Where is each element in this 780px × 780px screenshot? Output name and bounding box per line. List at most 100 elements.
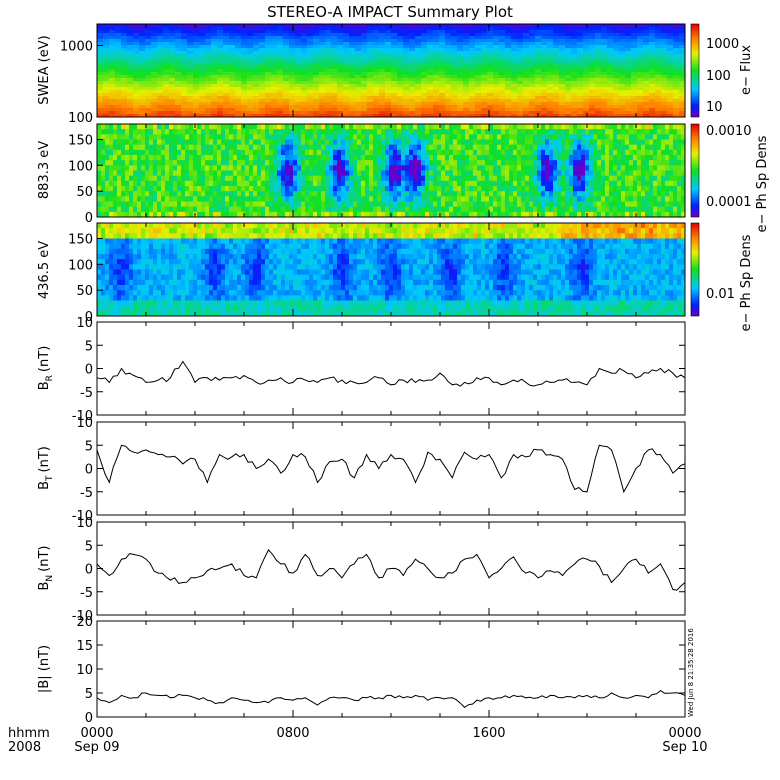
pad883-heatmap-cell: [421, 201, 426, 208]
swea-heatmap-cell: [487, 30, 494, 34]
pad883-heatmap-cell: [117, 144, 122, 151]
swea-heatmap-cell: [679, 27, 686, 31]
swea-heatmap-cell: [163, 93, 170, 97]
pad883-heatmap-cell: [101, 196, 106, 202]
swea-heatmap-cell: [547, 96, 554, 100]
pad883-heatmap-cell: [105, 206, 110, 213]
pad883-heatmap-cell: [221, 124, 226, 130]
swea-heatmap-cell: [331, 48, 338, 52]
swea-heatmap-cell: [625, 48, 632, 52]
pad883-heatmap-cell: [161, 175, 166, 182]
pad883-heatmap-cell: [461, 134, 466, 140]
pad883-heatmap-cell: [113, 144, 118, 151]
swea-heatmap-cell: [271, 111, 278, 115]
swea-heatmap-cell: [493, 66, 500, 70]
swea-heatmap-cell: [157, 108, 164, 112]
swea-heatmap-cell: [433, 27, 440, 31]
pad883-heatmap-cell: [301, 175, 306, 182]
swea-heatmap-cell: [367, 30, 374, 34]
pad883-heatmap-cell: [405, 196, 410, 202]
swea-heatmap-cell: [367, 66, 374, 70]
swea-heatmap-cell: [445, 24, 452, 28]
swea-heatmap-cell: [679, 114, 686, 118]
swea-heatmap-cell: [595, 81, 602, 85]
swea-heatmap-cell: [145, 54, 152, 58]
swea-heatmap-cell: [325, 36, 332, 40]
pad883-heatmap-cell: [437, 149, 442, 156]
pad883-heatmap-cell: [361, 124, 366, 130]
swea-heatmap-cell: [433, 54, 440, 58]
pad883-heatmap-cell: [457, 211, 462, 218]
pad883-heatmap-cell: [265, 144, 270, 151]
swea-heatmap-cell: [211, 24, 218, 28]
swea-heatmap-cell: [325, 81, 332, 85]
swea-heatmap-cell: [277, 69, 284, 73]
swea-heatmap-cell: [397, 66, 404, 70]
swea-heatmap-cell: [145, 69, 152, 73]
swea-heatmap-cell: [607, 24, 614, 28]
pad883-heatmap-cell: [321, 196, 326, 202]
swea-heatmap-cell: [307, 57, 314, 61]
swea-heatmap-cell: [115, 84, 122, 88]
pad883-heatmap-cell: [161, 170, 166, 177]
swea-heatmap-cell: [247, 102, 254, 106]
swea-heatmap-cell: [181, 48, 188, 52]
swea-heatmap-cell: [313, 51, 320, 55]
swea-heatmap-cell: [499, 27, 506, 31]
pad883-heatmap-cell: [205, 165, 210, 171]
swea-heatmap-cell: [373, 114, 380, 118]
swea-heatmap-cell: [595, 42, 602, 46]
swea-heatmap-cell: [637, 54, 644, 58]
swea-heatmap-cell: [439, 99, 446, 103]
swea-heatmap-cell: [475, 102, 482, 106]
pad883-heatmap-cell: [109, 149, 114, 156]
swea-heatmap-cell: [355, 42, 362, 46]
pad883-heatmap-cell: [349, 124, 354, 130]
pad883-heatmap-cell: [281, 170, 286, 177]
swea-heatmap-cell: [127, 36, 134, 40]
pad883-heatmap-cell: [197, 129, 202, 135]
pad883-heatmap-cell: [393, 165, 398, 171]
swea-heatmap-cell: [397, 39, 404, 43]
pad883-heatmap: [97, 124, 686, 218]
swea-heatmap-cell: [307, 78, 314, 82]
swea-heatmap-cell: [481, 105, 488, 109]
swea-heatmap-cell: [241, 54, 248, 58]
pad883-heatmap-cell: [497, 149, 502, 156]
swea-heatmap-cell: [511, 111, 518, 115]
pad883-heatmap-cell: [453, 129, 458, 135]
pad883-heatmap-cell: [377, 201, 382, 208]
swea-heatmap-cell: [97, 39, 104, 43]
swea-heatmap-cell: [445, 84, 452, 88]
pad883-heatmap-cell: [421, 196, 426, 202]
pad883-heatmap-cell: [381, 201, 386, 208]
swea-heatmap-cell: [499, 108, 506, 112]
swea-heatmap-cell: [469, 99, 476, 103]
swea-heatmap-cell: [247, 33, 254, 37]
swea-heatmap-cell: [229, 33, 236, 37]
pad883-heatmap-cell: [137, 180, 142, 187]
pad883-heatmap-cell: [417, 196, 422, 202]
pad883-heatmap-cell: [489, 175, 494, 182]
pad883-heatmap-cell: [233, 149, 238, 156]
pad883-heatmap-cell: [289, 170, 294, 177]
swea-heatmap-cell: [493, 87, 500, 91]
swea-heatmap-cell: [175, 81, 182, 85]
swea-heatmap-cell: [259, 45, 266, 49]
swea-heatmap-cell: [487, 114, 494, 118]
swea-heatmap-cell: [457, 39, 464, 43]
pad883-heatmap-cell: [177, 191, 182, 197]
swea-heatmap-cell: [217, 114, 224, 118]
pad883-heatmap-cell: [329, 149, 334, 156]
pad883-heatmap-cell: [445, 129, 450, 135]
pad883-heatmap-cell: [205, 180, 210, 187]
pad883-heatmap-cell: [233, 170, 238, 177]
pad883-heatmap-cell: [209, 201, 214, 208]
swea-heatmap-cell: [229, 84, 236, 88]
swea-heatmap-cell: [475, 54, 482, 58]
swea-heatmap-cell: [157, 81, 164, 85]
swea-heatmap-cell: [379, 75, 386, 79]
pad883-heatmap-cell: [277, 196, 282, 202]
swea-heatmap-cell: [169, 78, 176, 82]
swea-heatmap-cell: [343, 102, 350, 106]
